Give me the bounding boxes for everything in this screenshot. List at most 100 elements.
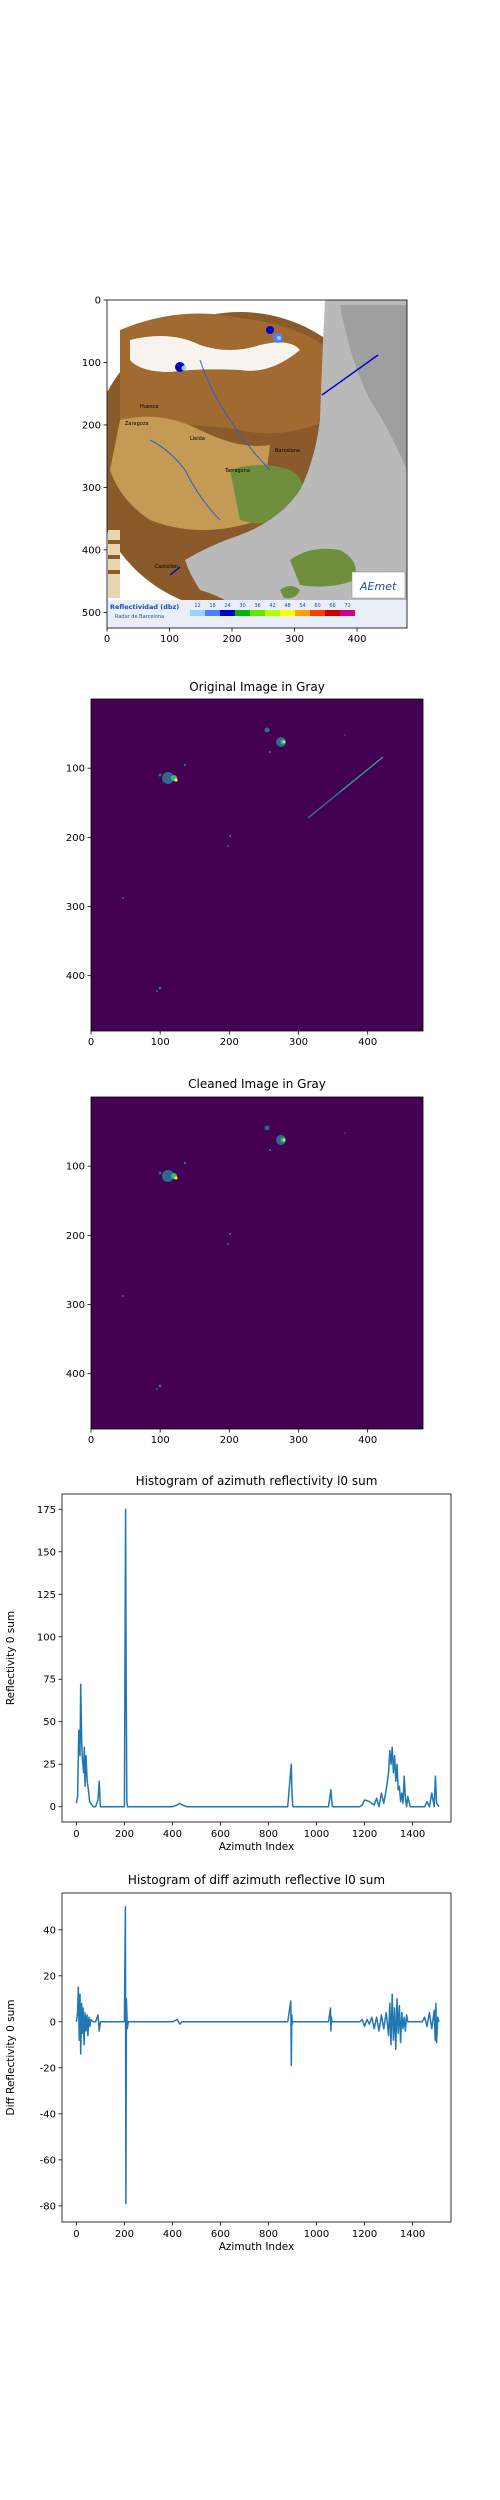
- clean-image: [91, 1097, 423, 1429]
- y-tick-label: 300: [82, 483, 101, 494]
- x-tick-label: 600: [211, 1829, 230, 1840]
- x-tick-label: 100: [160, 634, 179, 645]
- legend-value: 48: [284, 603, 290, 609]
- x-tick-label: 1000: [304, 2229, 329, 2240]
- x-tick-label: 0: [73, 2229, 79, 2240]
- legend-value: 72: [344, 603, 350, 609]
- x-tick-label: 200: [115, 1829, 134, 1840]
- gray-axes: 0 100 200 300 400 100 200 300 400: [66, 764, 377, 1048]
- x-tick-label: 400: [163, 2229, 182, 2240]
- x-tick-label: 800: [259, 2229, 278, 2240]
- x-tick-label: 200: [220, 1435, 239, 1446]
- x-tick-label: 1400: [400, 2229, 425, 2240]
- y-tick-label: 20: [43, 1971, 56, 1982]
- y-tick-label: 100: [37, 1632, 56, 1643]
- city-label: Lleida: [190, 436, 205, 442]
- legend-swatch: [250, 610, 265, 616]
- y-tick-label: 400: [66, 971, 85, 982]
- aemet-logo-text: AEmet: [359, 580, 397, 593]
- y-tick-label: 150: [37, 1547, 56, 1558]
- x-tick-label: 1200: [352, 1829, 377, 1840]
- legend-value: 30: [239, 603, 245, 609]
- y-tick-label: 25: [43, 1760, 56, 1771]
- city-label: Tarragona: [224, 468, 250, 474]
- y-tick-label: 200: [82, 420, 101, 431]
- x-tick-label: 800: [259, 1829, 278, 1840]
- y-tick-label: 0: [95, 296, 101, 307]
- plot-frame: [61, 1892, 452, 2223]
- clean-axes: 0 100 200 300 400 100 200 300 400: [66, 1162, 377, 1446]
- gray-image: [91, 699, 423, 1031]
- legend-swatch: [235, 610, 250, 616]
- city-label: Castellon: [155, 564, 178, 570]
- series-line: [75, 1508, 440, 1808]
- y-tick-label: 100: [82, 358, 101, 369]
- x-tick-label: 200: [222, 634, 241, 645]
- city-label: Barcelona: [275, 448, 300, 454]
- azimuth-sum-chart: Histogram of azimuth reflectivity l0 sum…: [5, 1474, 452, 1853]
- gray-panel: Original Image in Gray 0 100 200 300 400 100 2…: [66, 680, 424, 1048]
- y-tick-label: 100: [66, 1162, 85, 1173]
- legend-swatch: [205, 610, 220, 616]
- legend-value: 54: [299, 603, 305, 609]
- x-tick-label: 1400: [400, 1829, 425, 1840]
- x-tick-label: 300: [289, 1037, 308, 1048]
- legend-swatch: [310, 610, 325, 616]
- x-tick-label: 0: [73, 1829, 79, 1840]
- y-tick-label: -40: [40, 2109, 56, 2120]
- no-coverage-area: [185, 300, 407, 628]
- y-tick-label: 175: [37, 1505, 56, 1516]
- legend-swatch: [265, 610, 280, 616]
- y-tick-label: 500: [82, 608, 101, 619]
- legend-value: 42: [269, 603, 275, 609]
- y-tick-label: -20: [40, 2063, 56, 2074]
- gray-title: Original Image in Gray: [189, 680, 325, 694]
- y-tick-label: 40: [43, 1925, 56, 1936]
- y-tick-label: 125: [37, 1590, 56, 1601]
- radar-frame: [106, 299, 408, 629]
- legend-subtitle: Radar de Barcelona: [115, 614, 164, 620]
- legend-value: 24: [224, 603, 230, 609]
- legend-swatch: [190, 610, 205, 616]
- azimuth-diff-chart: Histogram of diff azimuth reflective l0 …: [5, 1873, 452, 2253]
- y-axis-label: Diff Reflectivity 0 sum: [5, 2000, 17, 2116]
- y-tick-label: 100: [66, 764, 85, 775]
- x-tick-label: 0: [104, 634, 110, 645]
- legend-swatches: 12 18 24 30 36 42 48 54 60 66 72: [190, 603, 355, 616]
- gray-echoes: [122, 727, 384, 992]
- island-mallorca: [290, 548, 356, 587]
- legend-swatch: [220, 610, 235, 616]
- legend-swatch: [340, 610, 355, 616]
- interference-spike: [321, 354, 379, 396]
- x-tick-label: 600: [211, 2229, 230, 2240]
- y-tick-label: 200: [66, 1231, 85, 1242]
- radar-watermark: Agencia Estatal de Meteorologia: [112, 303, 193, 309]
- radar-image: Agencia Estatal de Meteorologia Huesca Z…: [107, 300, 407, 628]
- legend-value: 12: [194, 603, 200, 609]
- x-tick-label: 200: [115, 2229, 134, 2240]
- x-tick-label: 400: [358, 1435, 377, 1446]
- chart-title: Histogram of diff azimuth reflective l0 …: [128, 1873, 385, 1887]
- x-tick-label: 100: [151, 1435, 170, 1446]
- city-label: Zaragoza: [125, 421, 149, 427]
- city-label: Huesca: [140, 404, 158, 410]
- x-tick-label: 200: [220, 1037, 239, 1048]
- clean-panel: Cleaned Image in Gray 0 100 200 300 400 100 20…: [66, 1077, 424, 1446]
- y-tick-label: 50: [43, 1717, 56, 1728]
- x-tick-label: 400: [358, 1037, 377, 1048]
- legend-swatch: [325, 610, 340, 616]
- x-tick-label: 100: [151, 1037, 170, 1048]
- y-axis-label: Reflectivity 0 sum: [5, 1611, 17, 1705]
- x-tick-label: 300: [285, 634, 304, 645]
- x-tick-label: 1200: [352, 2229, 377, 2240]
- series-line: [75, 1906, 440, 2205]
- clean-echoes: [122, 1125, 346, 1390]
- x-axis-label: Azimuth Index: [219, 1841, 295, 1853]
- legend-swatch: [295, 610, 310, 616]
- x-tick-label: 0: [88, 1435, 94, 1446]
- legend-value: 36: [254, 603, 260, 609]
- y-tick-label: 0: [50, 1802, 56, 1813]
- y-tick-label: 200: [66, 833, 85, 844]
- x-tick-label: 1000: [304, 1829, 329, 1840]
- y-tick-label: -80: [40, 2201, 56, 2212]
